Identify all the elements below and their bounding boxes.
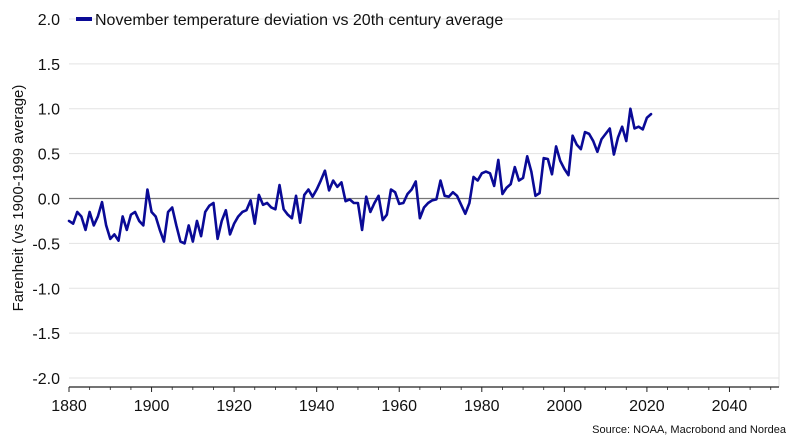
x-tick-label: 1920 bbox=[216, 398, 252, 415]
grid-lines bbox=[69, 10, 780, 387]
y-tick-label: -2.0 bbox=[32, 371, 60, 388]
x-tick-label: 2040 bbox=[712, 398, 748, 415]
source-note: Source: NOAA, Macrobond and Nordea bbox=[592, 424, 787, 436]
x-tick-label: 1900 bbox=[134, 398, 170, 415]
x-tick-label: 1980 bbox=[464, 398, 500, 415]
legend-label: November temperature deviation vs 20th c… bbox=[95, 12, 503, 29]
y-tick-label: 0.5 bbox=[38, 147, 60, 164]
x-tick-label: 1880 bbox=[51, 398, 87, 415]
x-tick-label: 2000 bbox=[547, 398, 583, 415]
y-tick-label: -0.5 bbox=[32, 236, 60, 253]
y-tick-label: 0.0 bbox=[38, 192, 60, 209]
y-tick-label: -1.5 bbox=[32, 326, 60, 343]
y-axis-label: Farenheit (vs 1900-1999 average) bbox=[10, 85, 27, 312]
y-tick-label: 2.0 bbox=[38, 12, 60, 29]
y-tick-label: 1.5 bbox=[38, 57, 60, 74]
y-axis: 2.0 1.5 1.0 0.5 0.0 -0.5 -1.0 -1.5 -2.0 bbox=[32, 12, 60, 388]
series-line-november-deviation bbox=[67, 107, 653, 245]
y-tick-label: -1.0 bbox=[32, 281, 60, 298]
x-tick-label: 2020 bbox=[629, 398, 665, 415]
legend: November temperature deviation vs 20th c… bbox=[76, 12, 503, 29]
x-axis: 1880 1900 1920 1940 1960 1980 2000 2020 2040 bbox=[51, 386, 779, 415]
y-tick-label: 1.0 bbox=[38, 102, 60, 119]
x-tick-label: 1940 bbox=[299, 398, 335, 415]
x-tick-label: 1960 bbox=[381, 398, 417, 415]
